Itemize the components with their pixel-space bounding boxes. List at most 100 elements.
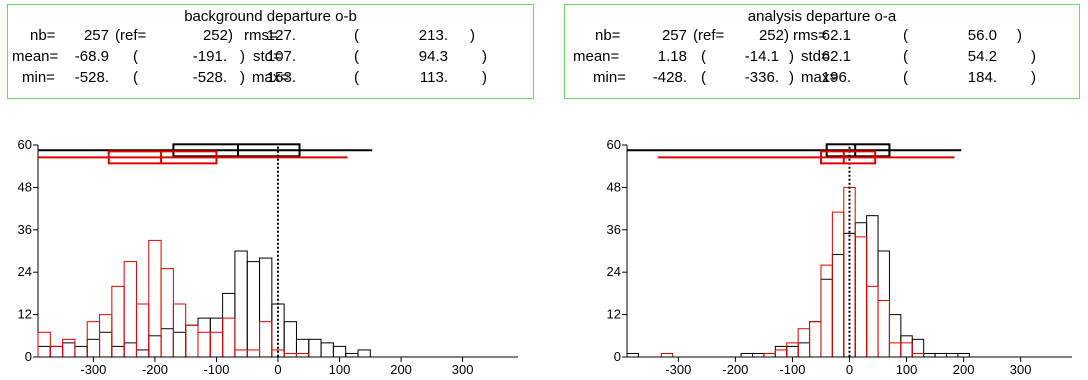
- histogram-bar-red: [209, 331, 224, 358]
- histogram-bar-black: [320, 342, 334, 358]
- histogram-bar-red: [866, 285, 879, 358]
- histogram-bar-red: [295, 352, 310, 358]
- stat-value: 184.: [967, 69, 997, 86]
- histogram-bar-black: [900, 335, 913, 358]
- y-tick-label: 0: [25, 349, 32, 364]
- stats-title: analysis departure o-a: [747, 8, 897, 25]
- stat-value: 54.2: [967, 48, 997, 65]
- y-tick-label: 0: [614, 349, 621, 364]
- stat-value: -528.: [192, 69, 227, 86]
- stats-box-analysis: analysis departure o-a nb= 257 (ref= 252…: [564, 4, 1080, 99]
- histogram-bar-red: [160, 268, 174, 358]
- stat-paren: (: [903, 27, 908, 44]
- histogram-bar-black: [308, 338, 322, 358]
- boxplot-black-box: [172, 143, 301, 158]
- histogram-bar-red: [222, 317, 236, 358]
- stat-value: 196.: [821, 69, 851, 86]
- boxplot-black-box: [825, 143, 891, 158]
- stat-value: 56.0: [967, 27, 997, 44]
- x-tick-label: -300: [665, 362, 691, 377]
- stats-row-mean: mean= 1.18 ( -14.1 ) std= 62.1 ( 54.2 ): [565, 48, 1079, 70]
- stats-row-min: min= -428. ( -336. ) max= 196. ( 184. ): [565, 69, 1079, 91]
- histogram-bar-red: [774, 349, 788, 358]
- stat-value: 257: [83, 27, 109, 44]
- histogram-bar-red: [809, 321, 822, 358]
- x-tick-label: 100: [329, 362, 351, 377]
- histogram-bar-black: [259, 257, 273, 358]
- histogram-bar-black: [854, 222, 868, 358]
- x-tick-label: -100: [779, 362, 805, 377]
- stat-value: 62.1: [821, 48, 851, 65]
- stat-value: 252): [202, 27, 233, 44]
- stat-paren: (: [903, 69, 908, 86]
- stats-title: background departure o-b: [184, 8, 357, 25]
- x-tick-label: -200: [142, 362, 168, 377]
- y-tick-label: 36: [607, 222, 621, 237]
- y-tick-label: 48: [18, 179, 32, 194]
- stat-value: 62.1: [821, 27, 851, 44]
- histogram-bar-red: [185, 324, 199, 358]
- stat-paren: (: [354, 48, 359, 65]
- stat-label: rms=: [244, 27, 278, 44]
- histogram-bar-black: [111, 345, 125, 358]
- x-tick-label: 200: [953, 362, 975, 377]
- histogram-bar-red: [763, 352, 776, 358]
- histogram-bar-red: [259, 321, 273, 358]
- boxplot-red-box: [819, 150, 877, 165]
- stat-paren: ): [1031, 69, 1036, 86]
- stat-paren: ): [789, 69, 794, 86]
- x-tick-label: 200: [390, 362, 412, 377]
- histogram-bar-black: [37, 345, 51, 358]
- stat-paren: ): [1031, 48, 1036, 65]
- histogram-bar-red: [786, 342, 799, 358]
- x-tick-label: -200: [722, 362, 748, 377]
- stat-label: rms=: [793, 27, 827, 44]
- stat-paren: (: [133, 69, 138, 86]
- stat-paren: (: [354, 69, 359, 86]
- y-tick-label: 12: [18, 307, 32, 322]
- stat-value: -528.: [74, 69, 109, 86]
- histogram-bar-black: [332, 345, 347, 358]
- stat-value: 127.: [266, 27, 296, 44]
- y-tick-label: 60: [607, 137, 621, 152]
- stat-label: max=: [801, 69, 839, 86]
- stats-row-min: min= -528. ( -528. ) max= 153. ( 113. ): [8, 69, 533, 91]
- stat-label: std=: [253, 48, 282, 65]
- histogram-bar-black: [160, 328, 174, 358]
- stat-value: 94.3: [418, 48, 448, 65]
- histogram-bar-black: [911, 338, 925, 358]
- y-tick-label: 36: [18, 222, 32, 237]
- stat-paren: (: [701, 69, 706, 86]
- histogram-bar-black: [957, 352, 970, 358]
- histogram-bar-red: [854, 236, 868, 358]
- histogram-bar-black: [809, 321, 822, 358]
- histogram-bar-black: [209, 317, 224, 358]
- x-tick-label: 100: [896, 362, 918, 377]
- x-tick-label: -100: [203, 362, 229, 377]
- stat-paren: (: [133, 48, 138, 65]
- x-tick-label: 300: [452, 362, 474, 377]
- x-tick-label: 0: [274, 362, 281, 377]
- histogram-bar-red: [37, 331, 51, 358]
- histogram-bar-black: [86, 338, 101, 358]
- stat-label: mean=: [12, 48, 59, 65]
- stat-value: 213.: [418, 27, 448, 44]
- stat-value: 1.18: [657, 48, 687, 65]
- stat-paren: ): [240, 69, 245, 86]
- histogram-bar-red: [49, 345, 64, 358]
- histogram-bar-black: [185, 324, 199, 358]
- histogram-bar-black: [74, 345, 88, 358]
- histogram-bar-red: [197, 331, 211, 358]
- stat-paren: (: [701, 48, 706, 65]
- histogram-bar-black: [786, 345, 799, 358]
- stat-value: 113.: [419, 69, 448, 86]
- histogram-bar-black: [295, 338, 310, 358]
- histogram-bar-black: [626, 352, 639, 358]
- histogram-bar-red: [62, 338, 76, 358]
- histogram-bar-black: [99, 331, 113, 358]
- x-tick-label: 300: [1010, 362, 1032, 377]
- stat-paren: ): [240, 48, 245, 65]
- histogram-bar-red: [172, 303, 187, 358]
- stats-row-nb: nb= 257 (ref= 252) rms= 127. ( 213. ): [8, 27, 533, 49]
- stat-label: min=: [22, 69, 55, 86]
